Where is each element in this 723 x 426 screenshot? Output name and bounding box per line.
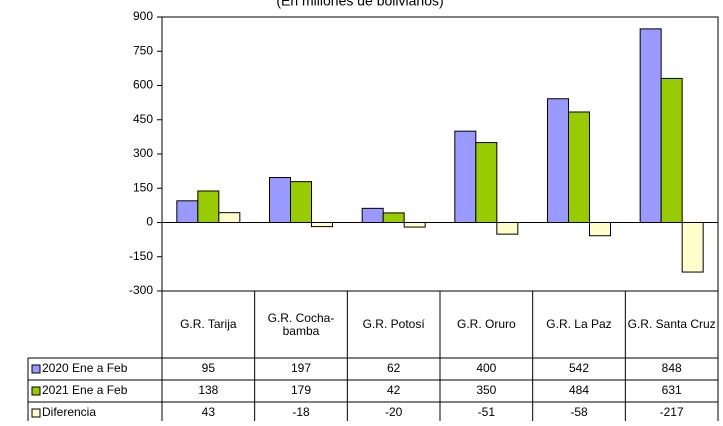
x-tick-label: G.R. Tarija (180, 317, 237, 331)
table-value: -217 (660, 405, 684, 419)
x-tick-cell: G.R. Potosí (362, 317, 425, 331)
x-tick-label: G.R. La Paz (546, 317, 612, 331)
x-tick-label: G.R. Oruro (456, 317, 516, 331)
y-tick-label: 300 (133, 146, 153, 160)
bar (475, 142, 498, 223)
table-value: 848 (662, 361, 682, 375)
bar (311, 222, 333, 228)
legend-swatch (31, 408, 41, 418)
x-tick-label: G.R. Potosí (362, 317, 425, 331)
plot-area (161, 16, 719, 292)
bar (589, 222, 611, 237)
bar (568, 111, 590, 223)
y-tick-label: 0 (146, 215, 153, 229)
x-tick-cell: G.R. La Paz (546, 317, 612, 331)
bar (660, 77, 683, 224)
bar (639, 28, 662, 223)
x-tick-label: G.R. Cocha-bamba (267, 310, 335, 338)
x-tick-cell: G.R. Oruro (456, 317, 516, 331)
bar (681, 222, 704, 273)
bar (382, 212, 405, 224)
bar (454, 130, 477, 224)
y-tick-label: -150 (129, 249, 153, 263)
table-value: 197 (291, 361, 311, 375)
table-value: -20 (385, 405, 403, 419)
y-tick-label: -300 (129, 283, 153, 297)
x-tick-cell: G.R. Cocha-bamba (267, 310, 335, 338)
y-tick-label: 750 (133, 43, 153, 57)
bar (269, 177, 291, 223)
legend-label: 2021 Ene a Feb (42, 383, 128, 397)
table-value: 62 (387, 361, 401, 375)
y-tick-label: 900 (133, 9, 153, 23)
y-tick-label: 150 (133, 180, 153, 194)
legend-swatch (31, 386, 41, 396)
y-tick-label: 600 (133, 78, 153, 92)
table-value: 138 (198, 383, 218, 397)
legend-swatch (31, 364, 41, 374)
bar (403, 222, 426, 228)
table-value: -51 (478, 405, 496, 419)
table-value: 631 (662, 383, 682, 397)
chart-title: (En millones de bolivianos) (276, 0, 443, 9)
bar (547, 98, 569, 223)
table-value: 42 (387, 383, 401, 397)
x-tick-label: G.R. Santa Cruz (627, 317, 716, 331)
x-tick-cell: G.R. Tarija (180, 317, 237, 331)
bar (361, 207, 384, 224)
bar (176, 200, 199, 223)
table-value: -58 (570, 405, 588, 419)
y-tick-label: 450 (133, 112, 153, 126)
legend-label: Diferencia (42, 405, 96, 419)
bar (218, 212, 241, 224)
table-value: 542 (569, 361, 589, 375)
table-value: 484 (569, 383, 589, 397)
bar (290, 181, 312, 223)
x-tick-cell: G.R. Santa Cruz (627, 317, 716, 331)
bar (197, 190, 220, 224)
table-value: 400 (476, 361, 496, 375)
bar (496, 222, 519, 235)
table-value: 179 (291, 383, 311, 397)
legend-label: 2020 Ene a Feb (42, 361, 128, 375)
table-value: 95 (202, 361, 216, 375)
table-value: 350 (476, 383, 496, 397)
table-value: 43 (202, 405, 216, 419)
table-value: -18 (292, 405, 310, 419)
